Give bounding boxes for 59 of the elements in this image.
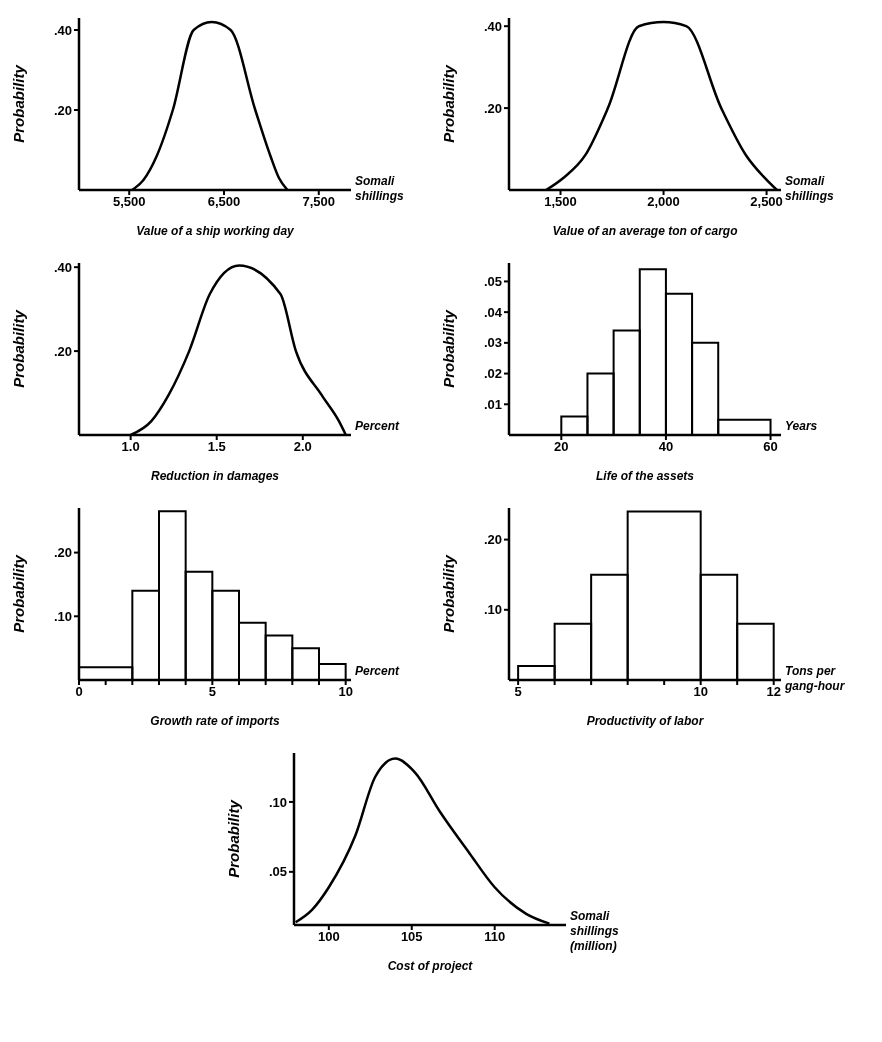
x-axis-title: Tons per gang-hour [785,664,846,694]
y-tick-label: .20 [483,532,502,548]
x-tick-label: 0 [75,684,83,700]
x-tick-label: 5,500 [112,194,146,210]
y-axis-title: Probability [225,799,243,878]
x-tick-label: 1.0 [121,439,140,455]
text: Value of an average ton of cargo [551,224,739,238]
x-axis-title: Percent [355,419,401,434]
y-tick-label: .05 [483,274,502,290]
x-axis-title: Somali shillings (million) [570,909,620,954]
x-tick-label: 2.0 [293,439,312,455]
x-tick-label: 10 [693,684,708,700]
y-tick-label: .40 [53,22,72,38]
y-axis-title: Probability [10,309,28,388]
x-axis-title: Somali shillings [785,174,835,204]
x-tick-label: 110 [484,929,506,945]
x-tick-label: 40 [658,439,674,455]
text: Life of the assets [595,469,695,483]
y-tick-label: .20 [53,545,72,561]
y-tick-label: .02 [483,366,502,382]
y-tick-label: .10 [483,602,502,618]
x-tick-label: 5 [514,684,522,700]
text: Cost of project [386,959,474,973]
y-axis-title: Probability [440,554,458,633]
x-tick-label: 2,000 [647,194,680,210]
x-axis-title: Percent [355,664,401,679]
x-tick-label: 12 [766,684,781,700]
text: Value of a ship working day [135,224,295,238]
y-axis-title: Probability [10,64,28,143]
x-tick-label: 7,500 [302,194,336,210]
y-axis-title: Probability [10,554,28,633]
x-tick-label: 6,500 [207,194,241,210]
x-tick-label: 5 [208,684,216,700]
y-tick-label: .20 [53,343,72,359]
y-axis-title: Probability [440,64,458,143]
y-tick-label: .20 [483,100,502,116]
y-tick-label: .20 [53,102,72,118]
x-tick-label: 1.5 [207,439,226,455]
x-axis-title: Somali shillings [355,174,405,204]
x-tick-label: 1,500 [544,194,577,210]
y-tick-label: .03 [483,335,502,351]
x-tick-label: 2,500 [750,194,783,210]
text: Productivity of labor [585,714,705,728]
y-tick-label: .01 [483,396,502,412]
x-tick-label: 20 [554,439,569,455]
text: Reduction in damages [150,469,280,483]
y-tick-label: .40 [483,18,502,34]
y-tick-label: .40 [53,259,72,275]
text: Growth rate of imports [149,714,281,728]
y-tick-label: .10 [53,608,72,624]
y-tick-label: .10 [268,794,287,810]
y-tick-label: .04 [483,304,503,320]
y-axis-title: Probability [440,309,458,388]
x-tick-label: 60 [763,439,778,455]
y-tick-label: .05 [268,864,287,880]
x-tick-label: 100 [317,929,340,945]
x-axis-title: Years [785,419,819,434]
x-tick-label: 105 [400,929,423,945]
x-tick-label: 10 [338,684,353,700]
